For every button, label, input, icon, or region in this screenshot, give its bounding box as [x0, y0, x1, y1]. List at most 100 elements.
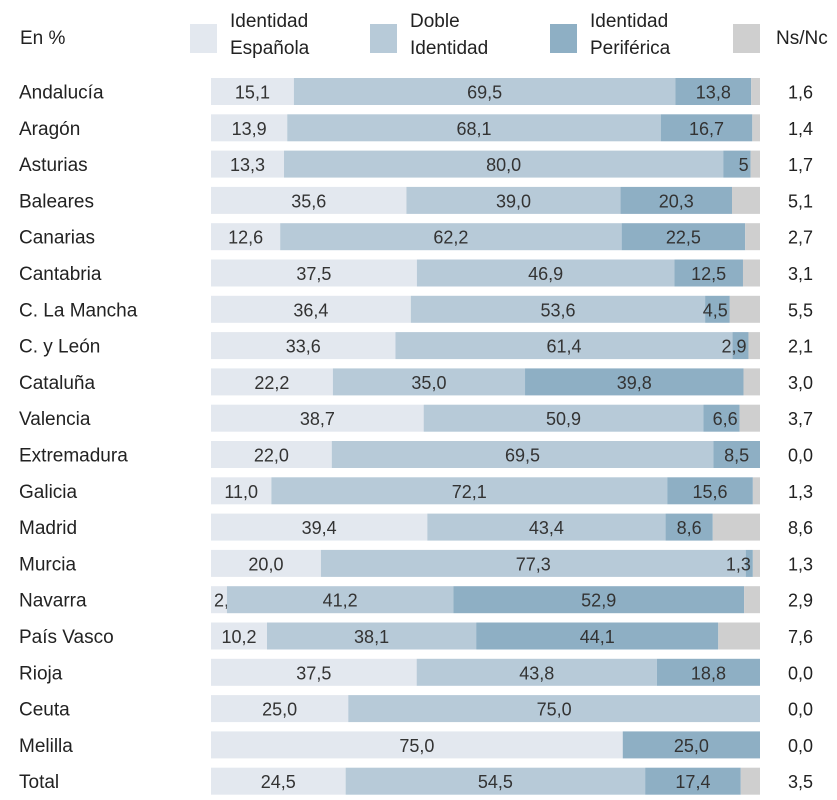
data-label-periferica: 39,8: [617, 373, 652, 393]
data-label-doble: 35,0: [411, 373, 446, 393]
category-label: Andalucía: [19, 83, 104, 104]
nsnc-column-header: Ns/Nc: [776, 28, 828, 49]
data-label-nsnc: 7,6: [788, 627, 813, 647]
bar-row-melilla: Melilla 75,0 25,0 0,0: [19, 731, 813, 759]
bar-segment-nsnc: [712, 513, 760, 541]
data-label-periferica: 1,3: [726, 554, 751, 574]
data-label-espanola: 39,4: [302, 518, 337, 538]
data-label-espanola: 36,4: [293, 300, 328, 320]
bar-segment-espanola: [211, 767, 346, 795]
data-label-nsnc: 0,0: [788, 700, 813, 720]
bar-segment-espanola: [211, 549, 321, 577]
data-label-doble: 68,1: [456, 119, 491, 139]
data-label-periferica: 15,6: [693, 482, 728, 502]
bar-row-total: Total 24,5 54,5 17,4 3,5: [19, 767, 813, 795]
bar-segment-nsnc: [745, 223, 760, 251]
unit-label: En %: [20, 28, 66, 49]
data-label-espanola: 33,6: [286, 337, 321, 357]
bar-segment-periferica: [675, 78, 752, 105]
data-label-nsnc: 1,6: [788, 83, 813, 103]
bar-segment-doble: [348, 695, 760, 723]
data-label-doble: 38,1: [354, 627, 389, 647]
bar-row-navarra: Navarra 2,9 41,2 52,9 2,9: [19, 586, 813, 614]
data-label-espanola: 35,6: [291, 191, 326, 211]
data-label-espanola: 24,5: [261, 772, 296, 792]
data-label-periferica: 25,0: [674, 736, 709, 756]
bar-segment-nsnc: [752, 477, 760, 505]
data-label-espanola: 38,7: [300, 409, 335, 429]
bar-row-madrid: Madrid 39,4 43,4 8,6 8,6: [19, 513, 813, 541]
bar-segment-periferica: [645, 767, 741, 795]
data-label-espanola: 20,0: [248, 554, 283, 574]
data-label-periferica: 8,5: [724, 446, 749, 466]
legend-swatch-identidad-periferica: [550, 24, 577, 53]
bar-segment-espanola: [211, 295, 411, 323]
category-label: Navarra: [19, 591, 87, 612]
bar-segment-espanola: [211, 150, 285, 178]
bar-segment-nsnc: [751, 78, 760, 105]
bar-segment-periferica: [621, 223, 746, 251]
bar-row-galicia: Galicia 11,0 72,1 15,6 1,3: [19, 477, 813, 505]
bar-row-valencia: Valencia 38,7 50,9 6,6 3,7: [19, 404, 813, 432]
bar-segment-espanola: [211, 513, 428, 541]
bar-segment-periferica: [622, 731, 760, 759]
bar-segment-periferica: [674, 259, 743, 287]
data-label-doble: 69,5: [505, 446, 540, 466]
data-label-nsnc: 1,3: [788, 554, 813, 574]
bar-segment-espanola: [211, 695, 349, 723]
bar-segment-periferica: [723, 150, 751, 178]
bar-segment-espanola: [211, 404, 424, 432]
data-label-doble: 50,9: [546, 409, 581, 429]
data-label-periferica: 18,8: [691, 663, 726, 683]
bar-segment-doble: [427, 513, 666, 541]
bar-segment-nsnc: [750, 150, 760, 178]
bar-segment-periferica: [660, 114, 753, 142]
category-label: Murcia: [19, 554, 76, 575]
category-label: Melilla: [19, 736, 73, 757]
data-label-periferica: 13,8: [696, 83, 731, 103]
bar-segment-doble: [410, 295, 706, 323]
bar-segment-espanola: [211, 477, 272, 505]
data-label-periferica: 52,9: [581, 591, 616, 611]
category-label: Madrid: [19, 518, 77, 539]
bar-segment-espanola: [211, 332, 396, 360]
bar-segment-espanola: [211, 114, 288, 142]
data-label-espanola: 13,9: [232, 119, 267, 139]
bar-segment-doble: [284, 150, 724, 178]
bar-segment-doble: [280, 223, 622, 251]
data-label-periferica: 4,5: [703, 300, 728, 320]
data-label-nsnc: 2,1: [788, 337, 813, 357]
data-label-doble: 69,5: [467, 83, 502, 103]
bar-segment-doble: [331, 441, 714, 468]
data-label-espanola: 25,0: [262, 700, 297, 720]
bar-row-c-y-leon: C. y León 33,6 61,4 2,9 2,1: [19, 332, 813, 360]
data-label-nsnc: 3,1: [788, 264, 813, 284]
bar-segment-nsnc: [744, 586, 760, 614]
bar-segment-espanola: [211, 441, 332, 468]
bar-row-rioja: Rioja 37,5 43,8 18,8 0,0: [19, 658, 813, 686]
bar-segment-periferica: [525, 368, 744, 396]
bar-row-c-la-mancha: C. La Mancha 36,4 53,6 4,5 5,5: [19, 295, 813, 323]
bar-row-baleares: Baleares 35,6 39,0 20,3 5,1: [19, 186, 813, 214]
bar-segment-nsnc: [748, 332, 760, 360]
data-label-nsnc: 0,0: [788, 663, 813, 683]
legend-label-doble-identidad: Doble Identidad: [410, 11, 489, 59]
bar-segment-doble: [345, 767, 646, 795]
data-label-periferica: 16,7: [689, 119, 724, 139]
data-label-periferica: 5: [739, 155, 749, 175]
bar-segment-espanola: [211, 586, 227, 614]
bar-segment-nsnc: [739, 404, 760, 432]
data-label-espanola: 22,2: [254, 373, 289, 393]
bar-segment-espanola: [211, 658, 417, 686]
data-label-periferica: 2,9: [721, 337, 746, 357]
data-label-espanola: 15,1: [235, 83, 270, 103]
data-label-nsnc: 3,5: [788, 772, 813, 792]
data-label-espanola: 22,0: [254, 446, 289, 466]
data-label-periferica: 12,5: [691, 264, 726, 284]
data-label-espanola: 37,5: [296, 264, 331, 284]
bar-row-extremadura: Extremadura 22,0 69,5 8,5 0,0: [19, 441, 813, 468]
data-label-nsnc: 2,7: [788, 228, 813, 248]
bar-row-asturias: Asturias 13,3 80,0 5 1,7: [19, 150, 813, 178]
legend-swatch-doble-identidad: [370, 24, 397, 53]
data-label-periferica: 6,6: [713, 409, 738, 429]
